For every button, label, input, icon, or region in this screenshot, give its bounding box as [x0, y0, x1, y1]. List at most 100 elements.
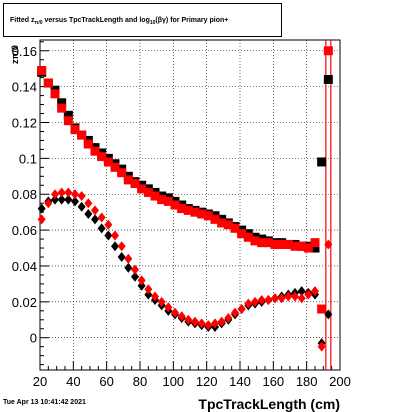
data-marker-diamond [111, 241, 119, 252]
data-marker-diamond [244, 298, 253, 309]
data-marker-square [177, 204, 187, 214]
data-marker-diamond [217, 316, 226, 327]
data-marker-square [323, 46, 333, 56]
data-marker-square [310, 238, 320, 248]
data-marker-square [230, 223, 240, 233]
data-marker-square [97, 152, 107, 162]
data-marker-diamond [317, 341, 326, 352]
data-marker-diamond [191, 316, 199, 327]
data-marker-square [63, 110, 73, 120]
data-marker-diamond [304, 289, 313, 300]
data-marker-diamond [144, 289, 153, 300]
data-marker-diamond [197, 318, 206, 329]
data-marker-diamond [204, 320, 213, 331]
data-marker-diamond [111, 230, 119, 241]
data-marker-diamond [64, 194, 73, 205]
data-marker-diamond [144, 284, 153, 295]
y-tick-label: 0.06 [12, 223, 37, 238]
data-marker-square [170, 200, 180, 210]
x-tick-label: 120 [196, 374, 218, 389]
y-axis-title: zπ/0 [10, 45, 20, 64]
x-tick-label: 180 [296, 374, 318, 389]
data-marker-diamond [224, 312, 233, 323]
data-marker-square [277, 239, 287, 249]
data-marker-diamond [57, 187, 66, 198]
x-tick-label: 160 [262, 374, 284, 389]
data-marker-diamond [271, 293, 279, 304]
data-marker-square [43, 78, 53, 88]
x-tick-label: 80 [133, 374, 147, 389]
data-marker-diamond [324, 239, 333, 250]
data-marker-square [123, 175, 133, 185]
data-marker-diamond [51, 189, 59, 200]
data-marker-diamond [171, 307, 179, 318]
data-marker-diamond [297, 286, 306, 297]
data-marker-square [263, 238, 273, 248]
data-marker-diamond [257, 295, 266, 306]
data-marker-square [310, 243, 320, 253]
data-marker-diamond [131, 271, 139, 282]
data-marker-square [323, 74, 333, 84]
data-marker-square [303, 243, 313, 253]
chart-title-box: Fitted zπ/0 versus TpcTrackLength and lo… [3, 3, 282, 37]
data-marker-square [70, 125, 80, 135]
data-marker-diamond [251, 296, 259, 307]
data-marker-square [130, 178, 140, 188]
data-marker-diamond [137, 275, 146, 286]
data-marker-diamond [264, 295, 273, 306]
data-marker-diamond [84, 198, 93, 209]
data-marker-diamond [177, 311, 186, 322]
data-marker-diamond [324, 309, 333, 320]
data-marker-diamond [157, 296, 166, 307]
data-marker-square [317, 157, 327, 167]
data-marker-square [163, 196, 173, 206]
data-marker-diamond [117, 252, 126, 263]
data-marker-square [217, 218, 227, 228]
data-marker-square [210, 214, 220, 224]
data-marker-diamond [51, 194, 59, 205]
data-marker-square [157, 195, 167, 205]
data-marker-diamond [124, 253, 133, 264]
data-marker-diamond [124, 262, 133, 273]
title-text-post: (βγ) for Primary pion+ [155, 17, 229, 24]
data-marker-diamond [291, 291, 299, 302]
data-marker-square [243, 232, 253, 242]
data-marker-square [250, 236, 260, 246]
data-marker-square [317, 304, 327, 314]
data-marker-square [283, 239, 293, 249]
data-marker-square [110, 162, 120, 172]
x-tick-label: 20 [33, 374, 47, 389]
y-tick-label: 0.04 [12, 259, 37, 274]
title-subscript-10: 10 [149, 20, 156, 26]
data-marker-diamond [211, 318, 219, 329]
data-marker-square [57, 98, 67, 108]
data-marker-square [137, 184, 147, 194]
y-tick-label: 0.02 [12, 295, 37, 310]
y-tick-label: 0.14 [12, 80, 37, 95]
data-marker-square [197, 209, 207, 219]
data-marker-square [150, 191, 160, 201]
title-text-pre: Fitted z [10, 17, 35, 24]
data-marker-diamond [77, 201, 86, 212]
x-tick-label: 60 [99, 374, 113, 389]
data-marker-square [50, 89, 60, 99]
data-marker-square [257, 238, 267, 248]
footer-timestamp: Tue Apr 13 10:41:42 2021 [3, 399, 86, 406]
data-marker-square [290, 241, 300, 251]
x-tick-label: 40 [66, 374, 80, 389]
data-marker-diamond [64, 187, 73, 198]
data-marker-diamond [77, 191, 86, 202]
data-marker-square [117, 168, 127, 178]
data-marker-diamond [97, 223, 106, 234]
data-marker-square [237, 229, 247, 239]
y-tick-label: 0.16 [12, 44, 37, 59]
data-marker-diamond [37, 203, 46, 214]
data-marker-square [37, 65, 47, 75]
y-tick-label: 0.12 [12, 116, 37, 131]
data-marker-square [190, 207, 200, 217]
data-marker-square [183, 205, 193, 215]
data-marker-diamond [104, 230, 113, 241]
data-marker-diamond [164, 302, 173, 313]
x-tick-label: 100 [162, 374, 184, 389]
